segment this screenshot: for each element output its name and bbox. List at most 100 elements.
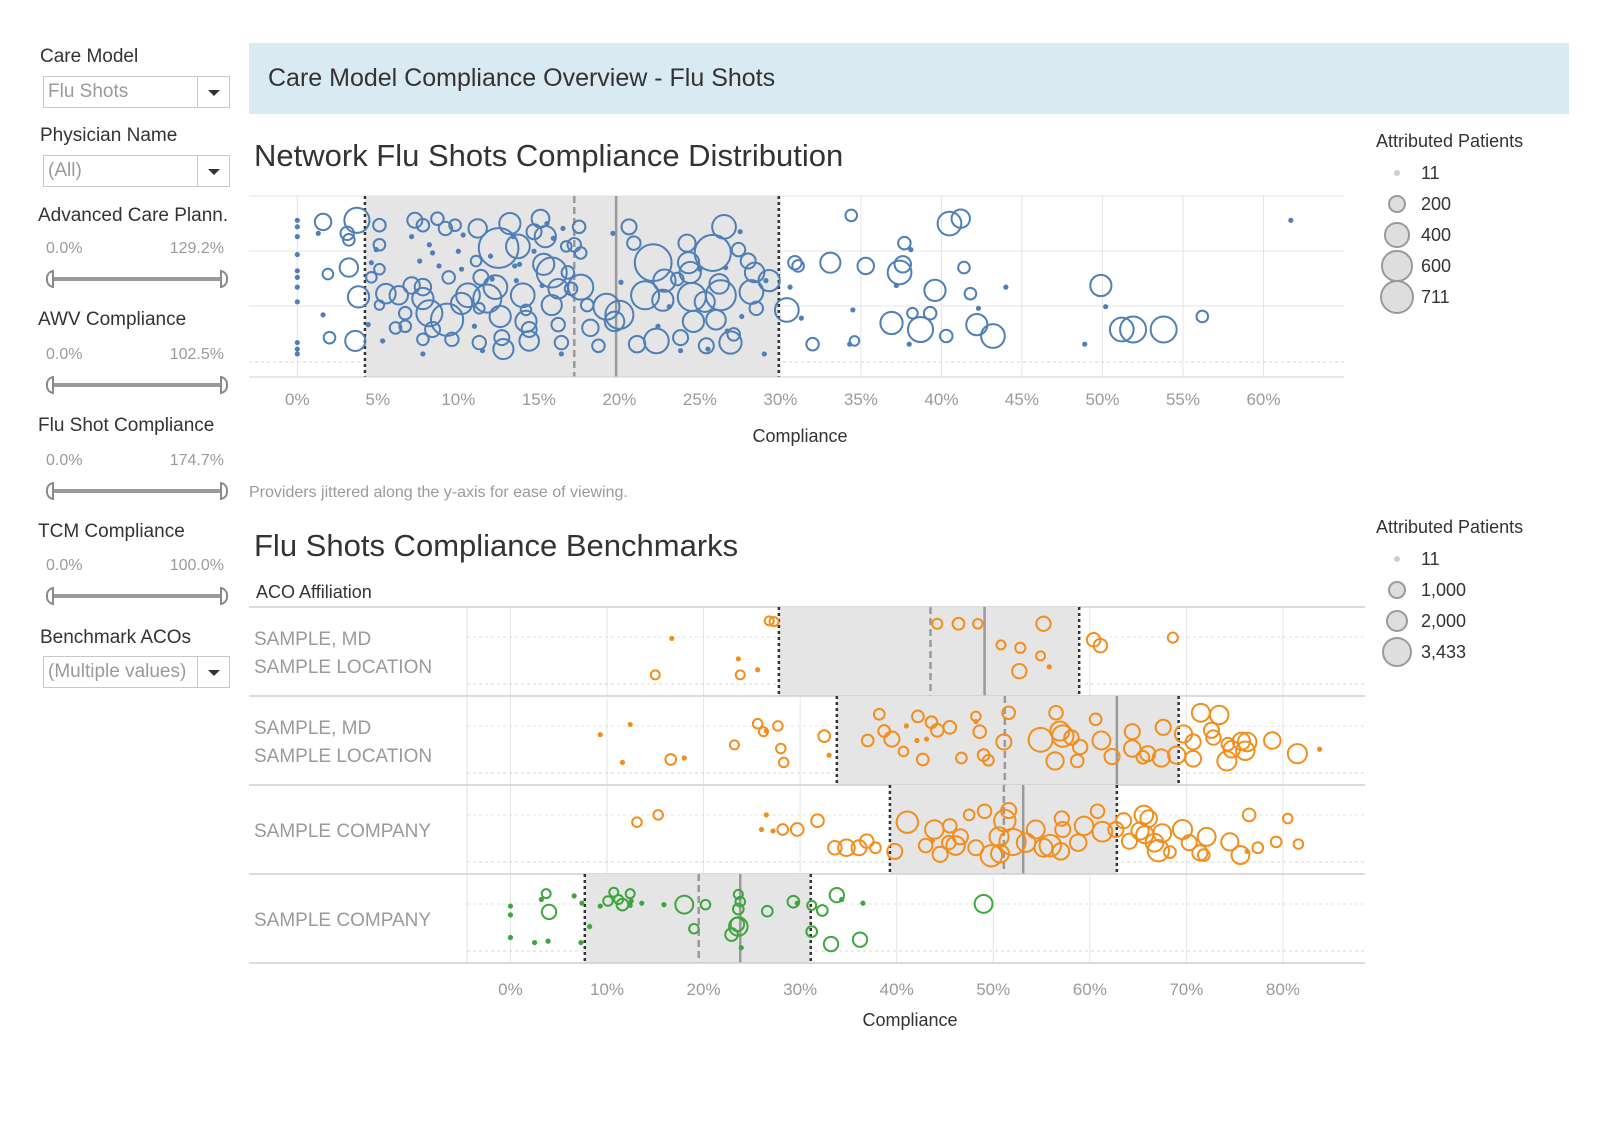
legend-item: 11: [1375, 158, 1575, 189]
care-model-dropdown[interactable]: Flu Shots: [43, 76, 230, 108]
provider-point: [917, 837, 934, 854]
provider-point: [895, 810, 919, 834]
provider-point: [734, 895, 747, 908]
provider-point: [1139, 809, 1158, 828]
provider-point: [489, 276, 495, 282]
provider-point: [988, 826, 1010, 848]
x-tick-label: 60%: [1073, 980, 1107, 999]
provider-point: [743, 261, 766, 284]
provider-point: [652, 268, 677, 293]
legend-size-label: 11: [1421, 549, 1440, 569]
provider-point: [1035, 615, 1052, 632]
provider-point: [571, 893, 577, 899]
provider-point: [734, 669, 746, 681]
slider-min-handle[interactable]: [46, 270, 54, 288]
provider-point: [674, 894, 695, 915]
provider-point: [923, 278, 947, 302]
provider-point: [1208, 704, 1230, 726]
provider-point: [603, 310, 626, 333]
provider-point: [538, 896, 544, 903]
slider-min-handle[interactable]: [46, 482, 54, 500]
provider-point: [313, 212, 333, 232]
provider-point: [938, 328, 954, 344]
provider-point: [620, 218, 638, 236]
provider-point: [860, 733, 875, 748]
provider-point: [1195, 309, 1210, 324]
provider-point: [531, 248, 537, 254]
provider-point: [467, 218, 488, 239]
provider-point: [1051, 724, 1075, 748]
provider-point: [518, 330, 540, 352]
provider-point: [559, 240, 573, 253]
provider-point: [822, 935, 840, 953]
provider-point: [406, 211, 424, 229]
flu-range-slider[interactable]: [46, 482, 228, 500]
benchmarks-chart-title: Flu Shots Compliance Benchmarks: [254, 528, 739, 563]
aco-row-label: SAMPLE COMPANY: [254, 907, 431, 935]
provider-point: [398, 319, 413, 334]
provider-point: [627, 902, 633, 908]
provider-point: [975, 305, 982, 311]
provider-point: [652, 809, 664, 821]
acp-range-slider[interactable]: [46, 270, 228, 288]
provider-point: [1317, 746, 1323, 752]
provider-point: [972, 617, 984, 630]
provider-point: [1051, 842, 1071, 861]
provider-point: [507, 912, 514, 918]
provider-point: [777, 756, 790, 769]
provider-point: [763, 615, 775, 627]
provider-point: [1025, 819, 1046, 840]
slider-min-handle[interactable]: [46, 376, 54, 394]
filter-title-flu: Flu Shot Compliance: [38, 415, 215, 436]
provider-point: [787, 284, 793, 290]
provider-point: [492, 338, 515, 361]
physician-name-dropdown[interactable]: (All): [43, 155, 230, 187]
benchmarks-plot-area: 0% 10% 20% 30% 40% 50% 60% 70% 80% Compliance: [249, 606, 1365, 1030]
tcm-range-min: 0.0%: [46, 557, 83, 574]
x-tick-label: 35%: [844, 390, 878, 409]
legend-item: 400: [1375, 220, 1575, 251]
provider-point: [677, 251, 701, 275]
chevron-down-icon[interactable]: [197, 657, 229, 687]
provider-point: [661, 902, 667, 908]
provider-point: [413, 277, 433, 297]
chevron-down-icon[interactable]: [197, 77, 229, 107]
provider-point: [908, 247, 914, 253]
x-axis-title: Compliance: [752, 426, 847, 446]
provider-point: [1163, 845, 1177, 859]
distribution-plot-area: 0% 5% 10% 15% 20% 25% 30% 35% 40% 45% 50% 55% 60% Com…: [249, 195, 1344, 446]
aco-row-label: SAMPLE, MD SAMPLE LOCATION: [254, 715, 432, 771]
chevron-down-icon[interactable]: [197, 156, 229, 186]
provider-point: [758, 826, 765, 833]
provider-point: [507, 903, 514, 909]
provider-point: [704, 279, 737, 312]
quartile-band: [778, 607, 1080, 696]
aco-row-label-line: SAMPLE LOCATION: [254, 656, 433, 678]
aco-row-label-line: SAMPLE LOCATION: [254, 745, 433, 767]
provider-point: [509, 282, 536, 309]
provider-point: [531, 939, 538, 946]
awv-range-slider[interactable]: [46, 376, 228, 394]
provider-point: [951, 828, 969, 846]
provider-point: [1241, 807, 1257, 823]
provider-point: [1068, 833, 1088, 852]
provider-point: [705, 346, 711, 352]
legend-size-circle: [1380, 280, 1414, 314]
benchmark-acos-dropdown[interactable]: (Multiple values): [43, 656, 230, 688]
provider-point: [342, 233, 356, 247]
x-tick-label: 5%: [366, 390, 391, 409]
tcm-range-slider[interactable]: [46, 587, 228, 605]
provider-point: [409, 234, 415, 240]
provider-point: [540, 888, 552, 900]
benchmark-row: [249, 695, 1365, 785]
slider-min-handle[interactable]: [46, 587, 54, 605]
provider-point: [738, 945, 744, 951]
provider-point: [631, 816, 643, 828]
provider-point: [789, 822, 805, 837]
provider-point: [368, 260, 374, 266]
provider-point: [455, 248, 461, 254]
benchmark-row: [249, 784, 1365, 874]
provider-point: [980, 323, 1006, 349]
tcm-range-max: 100.0%: [169, 557, 224, 574]
provider-point: [739, 252, 757, 270]
